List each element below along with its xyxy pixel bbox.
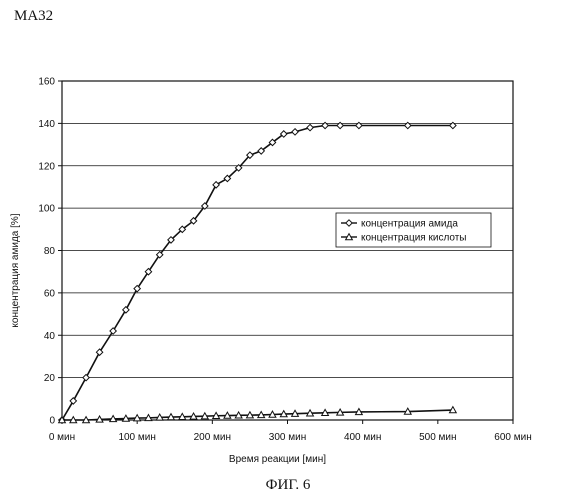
data-point [307,124,313,130]
series-group [59,122,457,423]
y-tick-label: 120 [38,161,55,172]
figure-caption: ФИГ. 6 [0,477,576,494]
x-axis-ticks: 0 мин 100 мин 200 мин 300 мин 400 мин 500 мин… [49,420,532,443]
data-point [292,129,298,135]
data-point [213,182,219,188]
y-tick-label: 60 [44,288,56,299]
data-point [83,374,89,380]
x-tick-label: 500 мин [419,432,456,443]
x-tick-label: 300 мин [269,432,306,443]
legend-label: концентрация амида [361,219,458,230]
y-axis-ticks: 0 20 40 60 80 100 120 140 160 [38,77,62,427]
gridlines [62,123,513,377]
y-tick-label: 0 [49,416,55,427]
y-tick-label: 20 [44,373,56,384]
y-tick-label: 80 [44,246,56,257]
x-tick-label: 200 мин [194,432,231,443]
series-line [62,410,453,420]
y-axis-title: концентрация амида [%] [10,213,21,327]
y-tick-label: 140 [38,119,55,130]
legend: концентрация амида концентрация кислоты [336,213,491,247]
legend-label: концентрация кислоты [361,233,467,244]
x-tick-label: 0 мин [49,432,75,443]
line-chart: 0 20 40 60 80 100 120 140 160 0 мин 100 мин 200 ми… [0,0,576,470]
x-tick-label: 100 мин [118,432,155,443]
x-tick-label: 400 мин [344,432,381,443]
y-tick-label: 100 [38,204,55,215]
series-amide [59,122,456,423]
x-tick-label: 600 мин [494,432,531,443]
y-tick-label: 40 [44,331,56,342]
x-axis-title: Время реакции [мин] [229,454,326,465]
y-tick-label: 160 [38,77,55,88]
series-line [62,125,453,420]
